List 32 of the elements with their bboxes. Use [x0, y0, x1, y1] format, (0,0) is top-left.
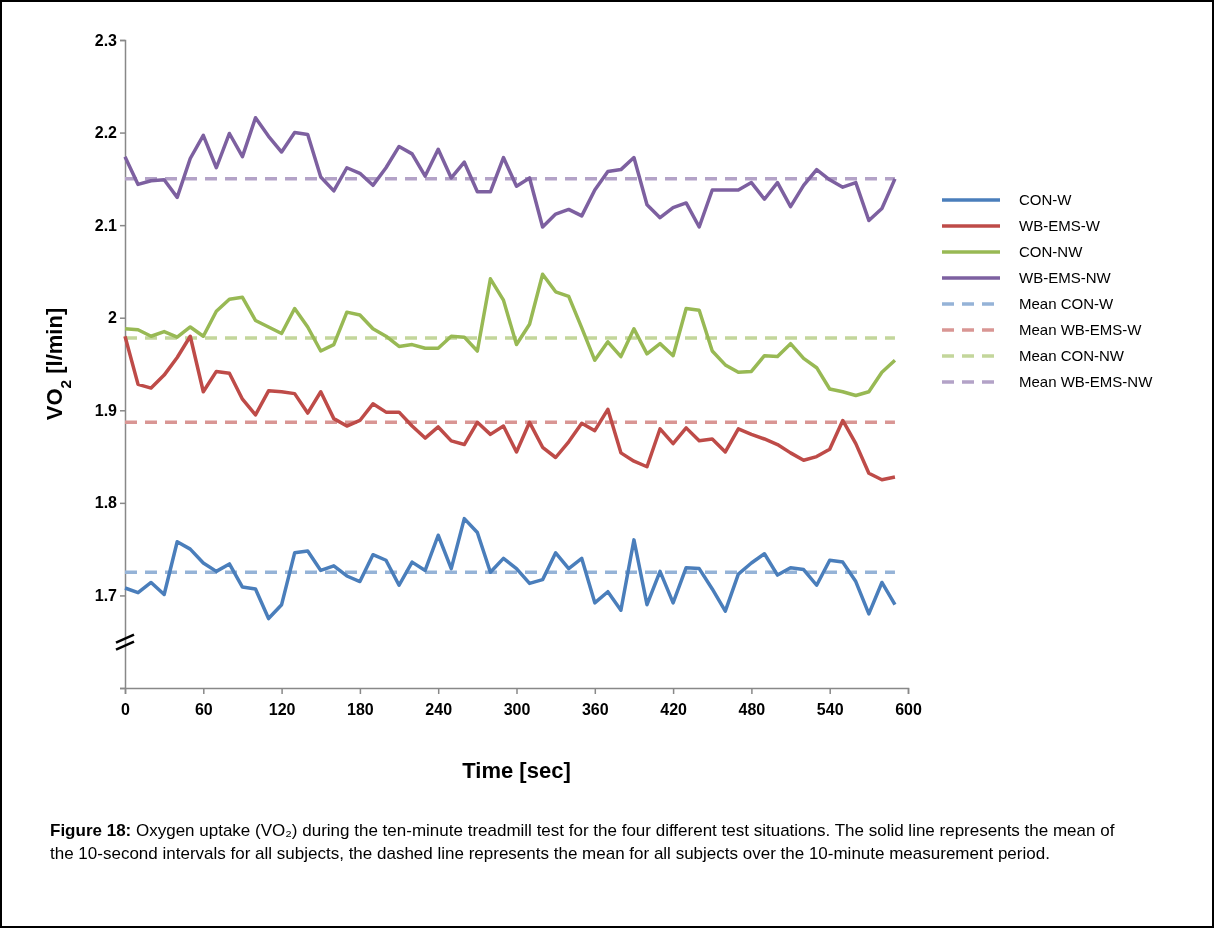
y-tick-label: 2.1: [94, 216, 118, 234]
legend-label: Mean CON-NW: [1019, 347, 1125, 364]
legend-label: Mean WB-EMS-NW: [1019, 373, 1154, 390]
legend-label: CON-W: [1019, 191, 1073, 208]
x-tick-label: 600: [895, 700, 922, 718]
x-tick-label: 360: [581, 700, 609, 718]
x-tick-label: 540: [816, 700, 844, 718]
x-tick-label: 120: [268, 700, 296, 718]
legend-label: WB-EMS-NW: [1019, 269, 1112, 286]
legend-label: WB-EMS-W: [1019, 217, 1101, 234]
text: Figure 18: Oxygen uptake (VO₂) during the ten-minute treadmill test for the four different test situations. The solid line represents the mean of the 10-second intervals for all subjects, the dashed line represents the mean for all subjects over the 10-minute measurement period.: [50, 821, 1115, 863]
line-series: [123, 116, 897, 229]
x-tick-label: 420: [660, 700, 688, 718]
x-tick-label: 0: [121, 700, 131, 718]
x-tick-label: 300: [503, 700, 531, 718]
y-tick-label: 1.9: [94, 401, 118, 419]
legend-label: Mean CON-W: [1019, 295, 1115, 312]
y-tick-label: 2.3: [94, 31, 118, 49]
x-tick-label: 240: [425, 700, 453, 718]
x-axis-title: Time [sec]: [462, 758, 571, 783]
x-tick-label: 180: [347, 700, 374, 718]
line-series: [123, 334, 897, 482]
y-tick-label: 1.8: [94, 494, 118, 512]
y-tick-label: 2: [108, 309, 118, 327]
line-series: [123, 272, 897, 398]
legend-label: CON-NW: [1019, 243, 1084, 260]
y-tick-label: 1.7: [94, 587, 118, 605]
line-series: [123, 516, 897, 621]
x-tick-label: 60: [194, 700, 213, 718]
y-tick-label: 2.2: [94, 124, 118, 142]
legend-label: Mean WB-EMS-W: [1019, 321, 1143, 338]
x-tick-label: 480: [738, 700, 766, 718]
